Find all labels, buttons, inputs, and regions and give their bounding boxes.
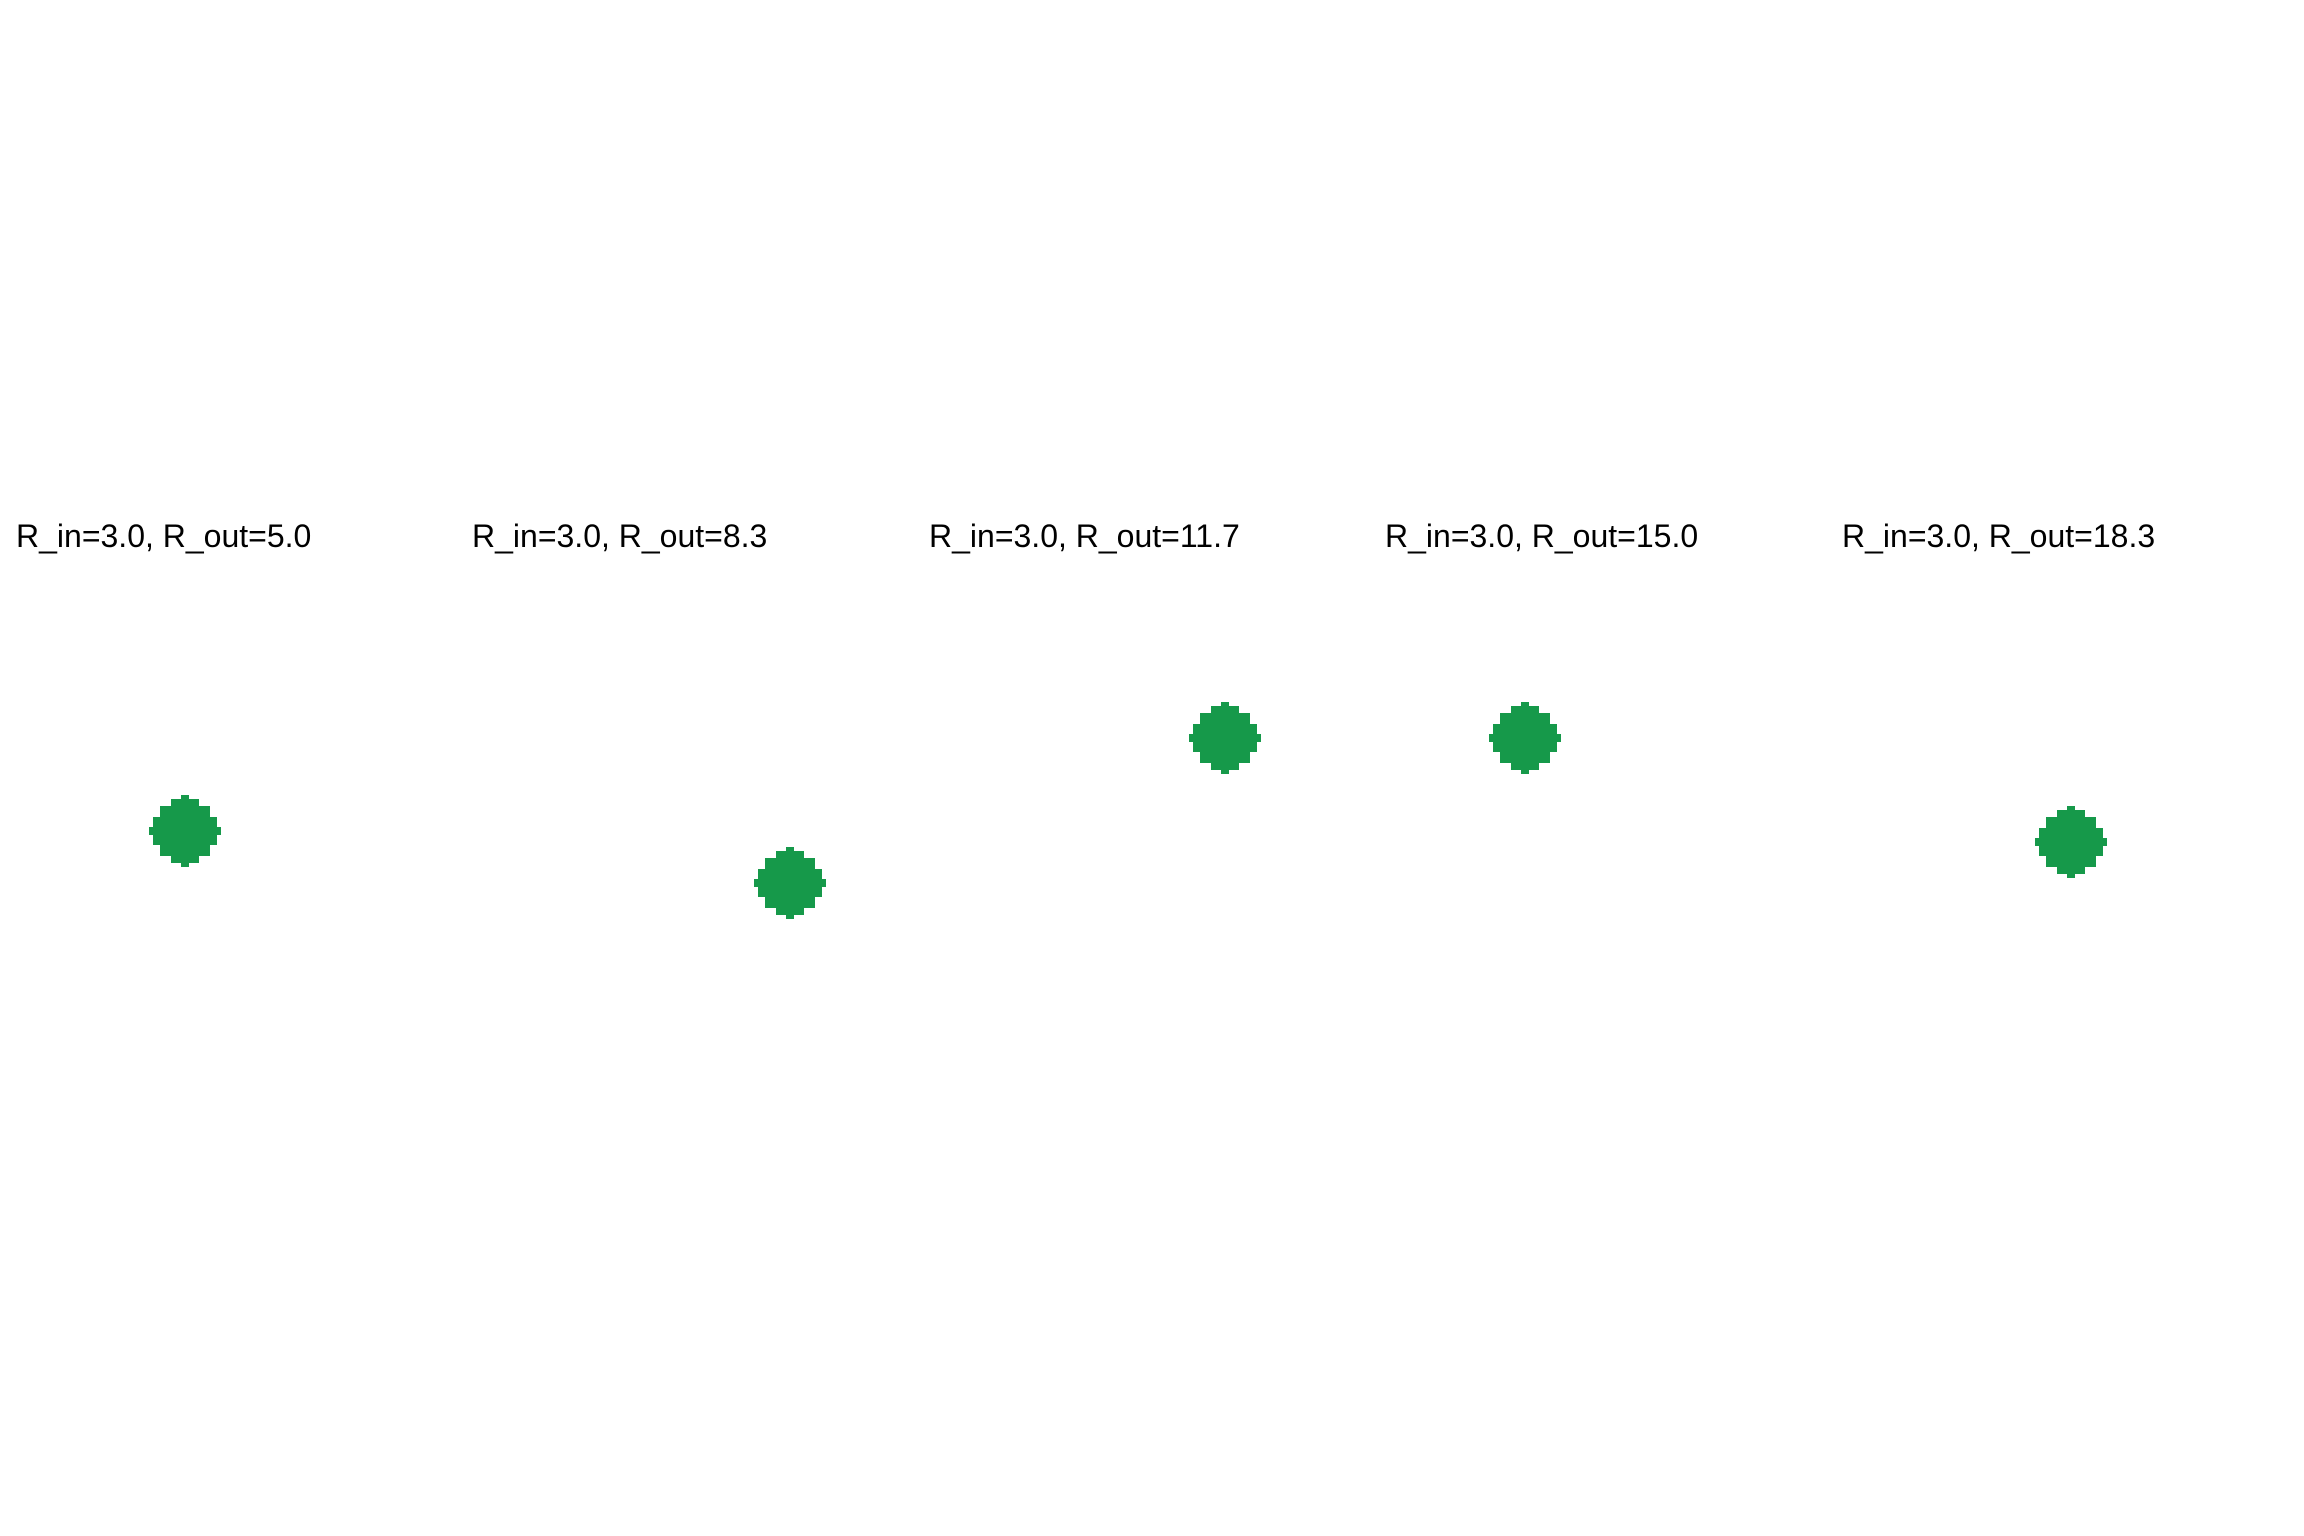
panel-4: R_in=3.0, R_out=15.0 [1369, 520, 1769, 940]
blob-pixel-block [758, 869, 822, 897]
panel-1: R_in=3.0, R_out=5.0 [0, 520, 400, 940]
panel-title: R_in=3.0, R_out=15.0 [1385, 520, 1698, 552]
blob-pixel-block [153, 817, 217, 845]
green-blob-marker [1189, 702, 1261, 774]
panel-5: R_in=3.0, R_out=18.3 [1826, 520, 2226, 940]
blob-shape [1489, 702, 1561, 774]
green-blob-marker [149, 795, 221, 867]
panel-title: R_in=3.0, R_out=11.7 [929, 520, 1240, 552]
blob-shape [149, 795, 221, 867]
blob-shape [1189, 702, 1261, 774]
panel-title: R_in=3.0, R_out=18.3 [1842, 520, 2155, 552]
blob-pixel-block [1493, 724, 1557, 752]
blob-shape [2035, 806, 2107, 878]
green-blob-marker [2035, 806, 2107, 878]
blob-shape [754, 847, 826, 919]
green-blob-marker [754, 847, 826, 919]
blob-pixel-block [2039, 828, 2103, 856]
panel-title: R_in=3.0, R_out=8.3 [472, 520, 767, 552]
green-blob-marker [1489, 702, 1561, 774]
blob-pixel-block [1193, 724, 1257, 752]
panel-title: R_in=3.0, R_out=5.0 [16, 520, 311, 552]
panel-2: R_in=3.0, R_out=8.3 [456, 520, 856, 940]
panel-3: R_in=3.0, R_out=11.7 [913, 520, 1313, 940]
